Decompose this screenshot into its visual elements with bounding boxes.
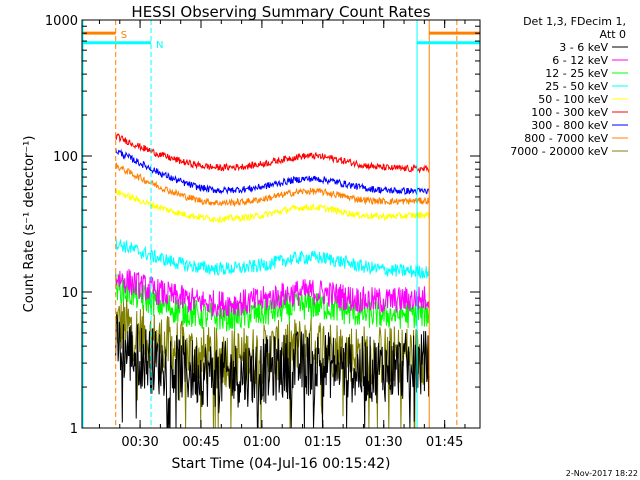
flag-label-s: S xyxy=(121,30,127,41)
x-tick-label: 01:00 xyxy=(243,435,280,450)
series-line xyxy=(115,162,430,208)
y-tick-label: 100 xyxy=(53,150,78,165)
legend-label: 7000 - 20000 keV xyxy=(510,145,608,158)
series-line xyxy=(115,188,430,224)
axis-layer: 1 10 100 1000 00:30 00:45 01:00 01:15 01:30 01:45 xyxy=(45,14,480,450)
legend-label: 800 - 7000 keV xyxy=(524,132,608,145)
series-layer xyxy=(115,133,430,428)
plot-frame xyxy=(81,19,481,429)
legend-label: 100 - 300 keV xyxy=(531,106,608,119)
legend-label: 50 - 100 keV xyxy=(538,93,608,106)
x-tick-label: 00:30 xyxy=(121,435,158,450)
footer-date: 2-Nov-2017 18:22 xyxy=(566,469,638,478)
series-line xyxy=(115,268,430,318)
y-tick-label: 1000 xyxy=(45,14,78,29)
flag-label-n: N xyxy=(156,40,163,51)
legend-label: 25 - 50 keV xyxy=(545,80,608,93)
series-line xyxy=(115,133,430,174)
x-tick-label: 00:45 xyxy=(182,435,219,450)
legend-header: Att 0 xyxy=(600,28,626,41)
legend-label: 3 - 6 keV xyxy=(559,41,608,54)
flag-layer: SN xyxy=(82,20,480,428)
legend-label: 12 - 25 keV xyxy=(545,67,608,80)
x-tick-label: 01:45 xyxy=(426,435,463,450)
legend-label: 300 - 800 keV xyxy=(531,119,608,132)
series-line xyxy=(115,236,430,280)
y-tick-label: 1 xyxy=(70,422,78,437)
legend-header: Det 1,3, FDecim 1, xyxy=(523,15,626,28)
y-axis-label: Count Rate (s⁻¹ detector⁻¹) xyxy=(22,136,37,313)
y-tick-label: 10 xyxy=(61,286,78,301)
series-line xyxy=(115,314,430,428)
chart-title: HESSI Observing Summary Count Rates xyxy=(131,3,430,21)
legend-label: 6 - 12 keV xyxy=(552,54,608,67)
x-tick-label: 01:30 xyxy=(365,435,402,450)
x-tick-label: 01:15 xyxy=(304,435,341,450)
x-axis-label: Start Time (04-Jul-16 00:15:42) xyxy=(171,456,390,472)
series-line xyxy=(115,147,430,196)
series-line xyxy=(115,272,430,332)
